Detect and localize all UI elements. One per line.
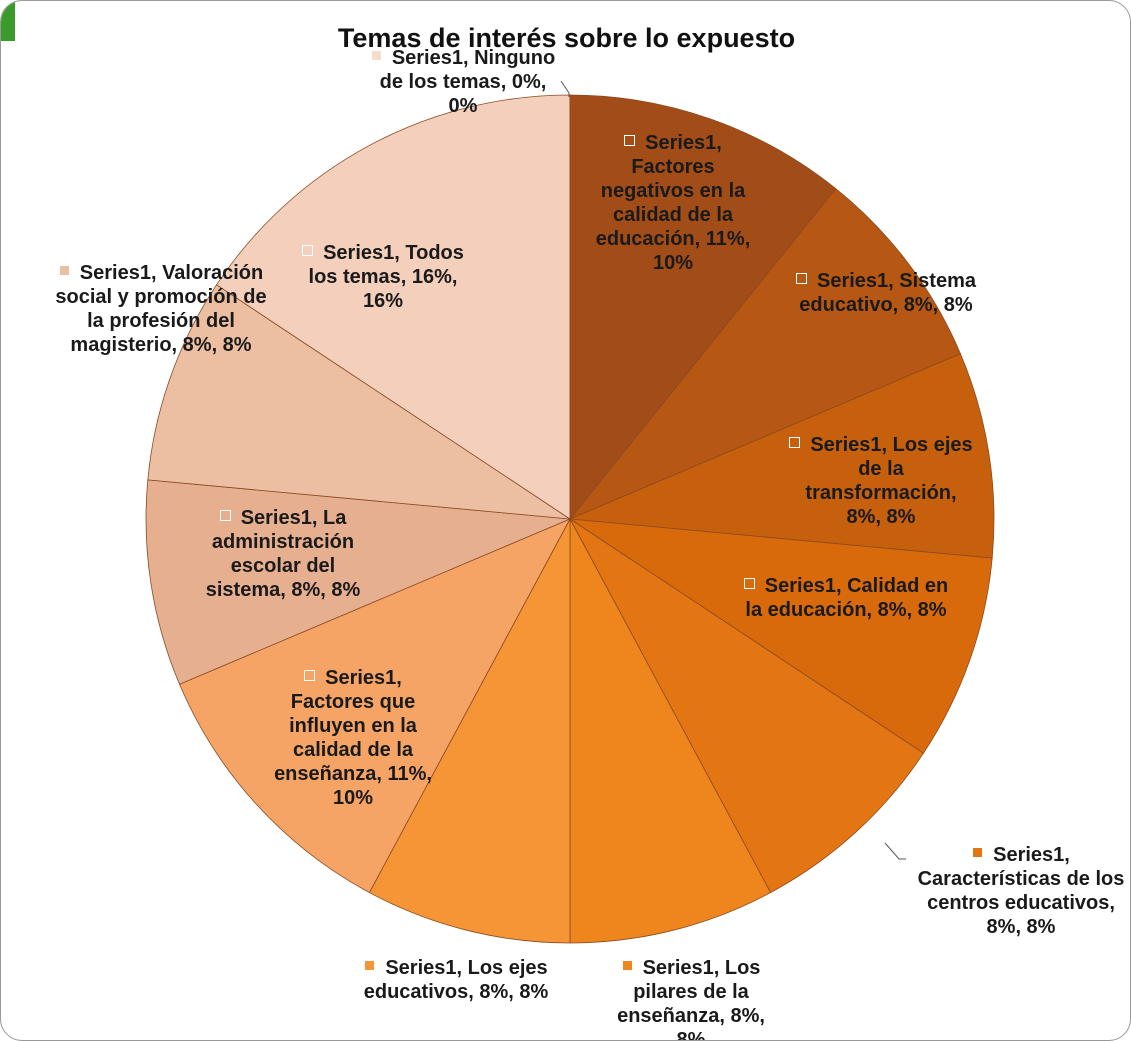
label-text: Series1, Todos los temas, 16%, 16% [308, 242, 464, 312]
legend-key [624, 135, 636, 146]
data-label: Series1, Calidad en la educación, 8%, 8% [741, 574, 951, 622]
leader-line [884, 842, 906, 860]
legend-key [370, 50, 382, 61]
chart-title: Temas de interés sobre lo expuesto [337, 23, 796, 53]
label-text: Series1, Los ejes de la transformación, … [805, 434, 973, 528]
data-label: Series1, Los pilares de la enseñanza, 8%… [601, 956, 781, 1041]
frame-corner [1, 1, 15, 41]
legend-key [796, 273, 807, 284]
label-text: Series1, Calidad en la educación, 8%, 8% [745, 575, 949, 621]
data-label: Series1, Ninguno de los temas, 0%, 0% [363, 46, 563, 118]
data-label: Series1, Los ejes educativos, 8%, 8% [341, 956, 571, 1004]
pie-slice [569, 188, 961, 520]
data-label: Series1, Factores negativos en la calida… [583, 131, 763, 275]
legend-key [621, 960, 633, 971]
label-text: Series1, Los pilares de la enseñanza, 8%… [617, 957, 765, 1041]
leader-line [560, 80, 570, 97]
legend-key [972, 847, 984, 858]
pie-slice [569, 518, 993, 754]
pie-slice [215, 94, 571, 520]
pie-slice [147, 284, 571, 520]
pie-slice [569, 353, 995, 559]
data-label: Series1, Valoración social y promoción d… [46, 261, 276, 357]
label-text: Series1, Características de los centros … [917, 844, 1125, 938]
label-text: Series1, Factores negativos en la calida… [595, 132, 751, 274]
label-text: Series1, Ninguno de los temas, 0%, 0% [379, 47, 556, 117]
label-text: Series1, Valoración social y promoción d… [55, 262, 267, 356]
legend-key [743, 578, 755, 589]
data-label: Series1, Los ejes de la transformación, … [789, 433, 974, 529]
legend-key [304, 670, 316, 681]
label-text: Series1, La administración escolar del s… [205, 507, 361, 601]
pie-slice [569, 518, 925, 894]
pie-slice [145, 479, 571, 685]
data-label: Series1, Sistema educativo, 8%, 8% [794, 269, 979, 317]
data-label: Series1, Características de los centros … [914, 843, 1129, 939]
data-label: Series1, Todos los temas, 16%, 16% [288, 241, 478, 313]
pie-slice [179, 518, 571, 894]
pie-slice [569, 518, 772, 944]
legend-key [364, 960, 376, 971]
label-text: Series1, Los ejes educativos, 8%, 8% [363, 957, 549, 1003]
data-label: Series1, Factores que influyen en la cal… [263, 666, 443, 810]
pie-slice [569, 94, 837, 521]
data-label: Series1, La administración escolar del s… [188, 506, 378, 602]
label-text: Series1, Factores que influyen en la cal… [274, 667, 432, 809]
legend-key [789, 437, 801, 448]
legend-key [302, 245, 314, 256]
legend-key [58, 265, 70, 276]
pie-slice [368, 518, 571, 944]
label-text: Series1, Sistema educativo, 8%, 8% [799, 270, 976, 316]
legend-key [219, 510, 231, 521]
